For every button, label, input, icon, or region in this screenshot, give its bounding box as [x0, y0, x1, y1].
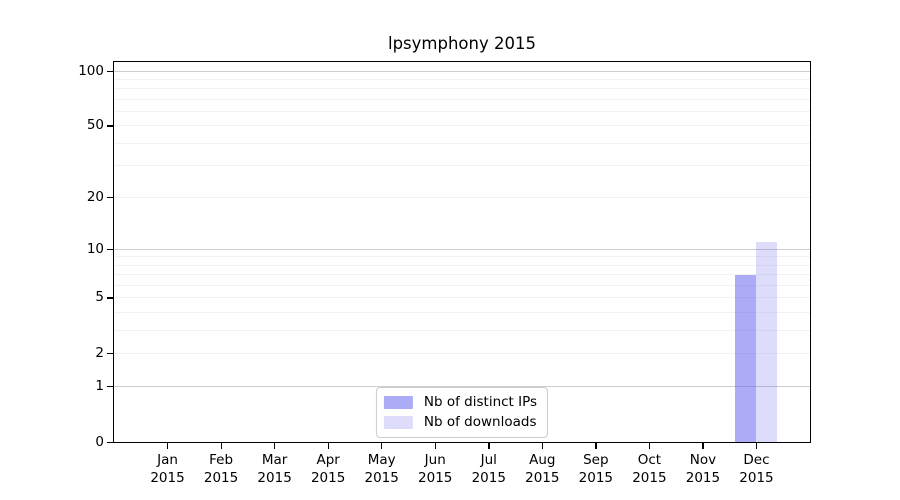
y-tick-mark [107, 248, 113, 251]
x-tick-year: 2015 [685, 470, 721, 486]
minor-gridline [114, 353, 810, 355]
minor-gridline [114, 142, 810, 144]
x-tick-mark [755, 443, 758, 449]
legend-label: Nb of distinct IPs [423, 394, 538, 410]
x-tick-label: Jun 2015 [403, 451, 467, 487]
x-tick-label: Oct 2015 [617, 451, 681, 487]
x-tick-month: Feb [209, 452, 234, 468]
minor-gridline [114, 330, 810, 332]
y-tick-label: 1 [95, 377, 104, 394]
x-tick-mark [220, 443, 222, 449]
minor-gridline [114, 256, 810, 258]
gridlines-layer [114, 62, 810, 442]
x-tick-month: Sep [583, 452, 609, 468]
x-tick-year: 2015 [150, 470, 185, 486]
minor-gridline [114, 111, 810, 113]
x-tick-month: Jul [480, 452, 497, 468]
y-tick-mark [107, 125, 113, 127]
major-gridline [114, 70, 810, 72]
x-tick-mark [167, 443, 169, 449]
legend-label: Nb of downloads [423, 414, 537, 430]
x-tick-mark [648, 443, 651, 449]
legend-swatch [383, 396, 413, 409]
x-tick-mark [595, 443, 597, 449]
x-tick-label: Sep 2015 [564, 451, 628, 487]
y-tick-mark [107, 196, 113, 199]
x-tick-mark [434, 443, 437, 449]
y-tick-label: 0 [95, 433, 104, 450]
x-tick-year: 2015 [471, 470, 506, 486]
x-tick-month: May [367, 452, 396, 468]
x-tick-month: Dec [743, 452, 770, 468]
y-tick-mark [107, 441, 113, 443]
x-tick-year: 2015 [418, 470, 453, 486]
x-tick-mark [488, 443, 490, 449]
y-tick-mark [107, 70, 113, 72]
minor-gridline [114, 196, 810, 198]
y-tick-label: 100 [78, 62, 104, 79]
x-tick-label: Feb 2015 [189, 451, 253, 487]
minor-gridline [114, 165, 810, 167]
x-tick-mark [327, 443, 329, 449]
x-tick-month: Apr [316, 452, 340, 468]
x-tick-mark [381, 443, 383, 449]
x-tick-year: 2015 [739, 470, 774, 486]
x-tick-label: Aug 2015 [510, 451, 574, 487]
minor-gridline [114, 98, 810, 100]
minor-gridline [114, 88, 810, 90]
chart-title: lpsymphony 2015 [388, 34, 536, 53]
x-tick-month: Jun [424, 452, 446, 468]
x-tick-mark [274, 443, 276, 449]
legend-entry: Nb of distinct IPs [383, 394, 538, 411]
minor-gridline [114, 125, 810, 127]
y-tick-mark [107, 353, 113, 355]
x-tick-month: Nov [689, 452, 717, 468]
major-gridline [114, 248, 810, 250]
x-tick-label: Jan 2015 [136, 451, 200, 487]
y-tick-label: 50 [86, 117, 104, 134]
minor-gridline [114, 78, 810, 80]
x-tick-year: 2015 [257, 470, 292, 486]
x-tick-label: May 2015 [350, 451, 414, 487]
x-tick-year: 2015 [203, 470, 239, 486]
x-tick-label: Mar 2015 [243, 451, 307, 487]
minor-gridline [114, 312, 810, 314]
x-tick-year: 2015 [310, 470, 346, 486]
major-gridline [114, 385, 810, 387]
x-tick-label: Jul 2015 [457, 451, 521, 487]
x-tick-year: 2015 [364, 470, 399, 486]
bar-nb-of-downloads [756, 242, 778, 442]
x-tick-year: 2015 [578, 470, 614, 486]
x-tick-mark [541, 443, 544, 449]
legend-swatch [383, 416, 413, 429]
y-tick-label: 10 [86, 240, 104, 257]
x-tick-mark [702, 443, 704, 449]
legend: Nb of distinct IPs Nb of downloads [375, 387, 549, 438]
y-tick-mark [107, 385, 113, 388]
y-tick-label: 2 [95, 345, 104, 362]
x-tick-label: Apr 2015 [296, 451, 360, 487]
x-tick-label: Dec 2015 [724, 451, 788, 487]
x-tick-label: Nov 2015 [671, 451, 735, 487]
y-tick-label: 5 [95, 289, 104, 306]
y-tick-mark [107, 297, 113, 299]
x-tick-month: Mar [261, 452, 288, 468]
x-tick-month: Jan [157, 452, 178, 468]
minor-gridline [114, 285, 810, 287]
minor-gridline [114, 274, 810, 276]
x-tick-year: 2015 [525, 470, 560, 486]
bar-nb-of-distinct-ips [735, 274, 757, 442]
plot-area: Nb of distinct IPs Nb of downloads [113, 61, 811, 443]
bars-layer [114, 62, 810, 442]
x-tick-month: Aug [529, 452, 556, 468]
x-tick-month: Oct [637, 452, 662, 468]
minor-gridline [114, 297, 810, 299]
x-tick-year: 2015 [632, 470, 667, 486]
legend-entry: Nb of downloads [383, 414, 537, 431]
y-tick-label: 20 [86, 188, 104, 205]
minor-gridline [114, 264, 810, 266]
